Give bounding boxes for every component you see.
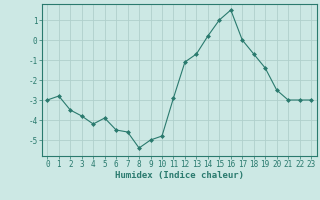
X-axis label: Humidex (Indice chaleur): Humidex (Indice chaleur): [115, 171, 244, 180]
